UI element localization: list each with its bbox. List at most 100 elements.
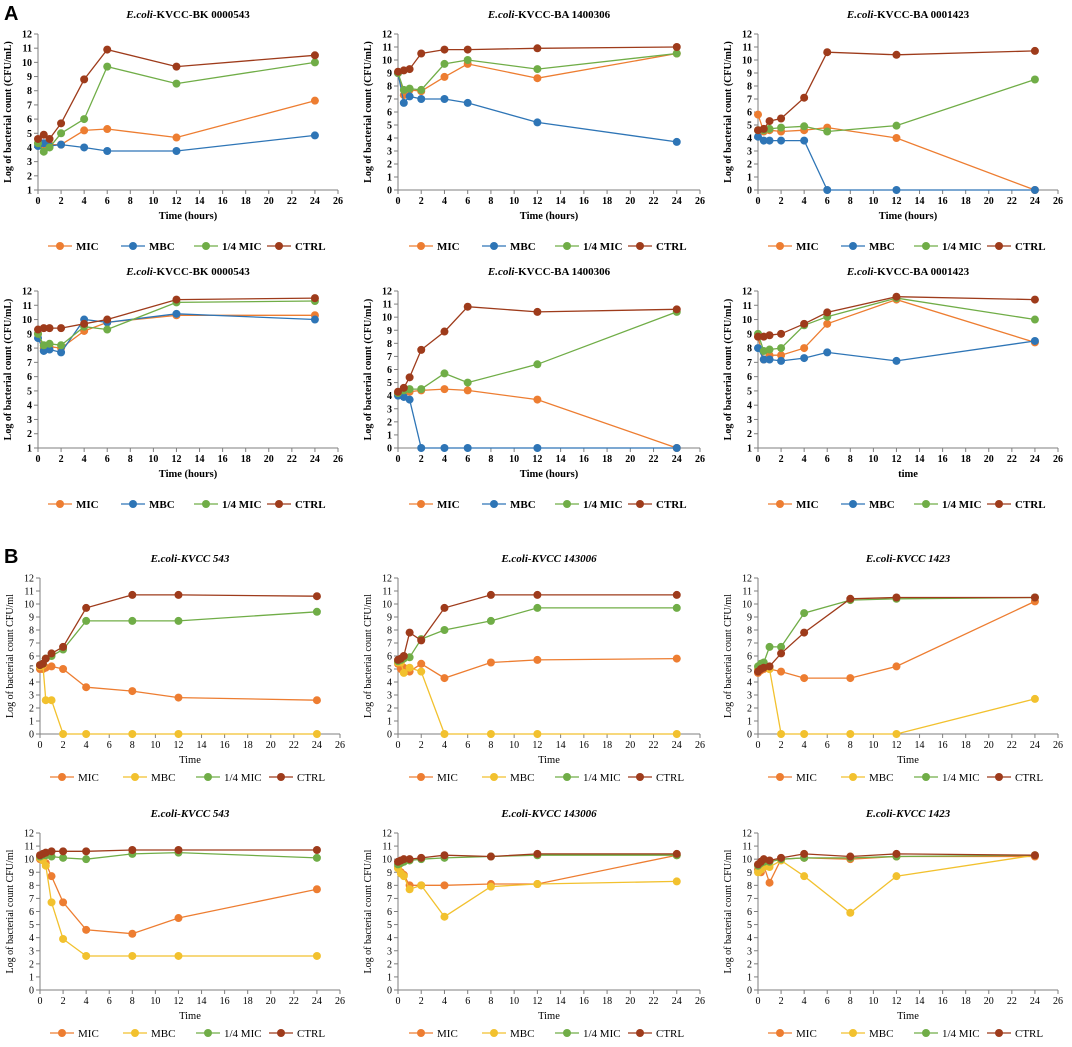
chart-title-id: 1423 [925, 553, 950, 565]
x-tick-label: 24 [1030, 996, 1040, 1007]
data-point-mbc [777, 136, 786, 145]
data-point-mbc [59, 730, 68, 738]
y-tick-label: 10 [22, 315, 32, 326]
y-axis-label: Log of bacterial count (CFU/mL) [363, 41, 374, 183]
data-point-ctrl [59, 847, 68, 856]
data-point-mic [174, 914, 183, 923]
legend-label: MBC [869, 499, 895, 511]
data-point-mbc [440, 730, 449, 738]
x-tick-label: 22 [1007, 454, 1017, 465]
y-tick-label: 1 [387, 972, 392, 983]
data-point-ctrl [310, 294, 319, 303]
data-point-mbc [672, 877, 681, 886]
y-tick-label: 1 [747, 972, 752, 983]
x-tick-label: 14 [915, 196, 925, 207]
x-tick-label: 24 [672, 996, 682, 1007]
data-point-ctrl [765, 662, 774, 671]
legend-label: MIC [437, 772, 458, 784]
legend-label: CTRL [656, 241, 687, 253]
data-point-mbc [310, 131, 319, 140]
y-tick-label: 3 [29, 946, 34, 957]
y-tick-label: 7 [747, 358, 752, 369]
data-point-mbc [405, 663, 414, 672]
y-tick-label: 1 [747, 717, 752, 728]
x-tick-label: 2 [59, 454, 64, 465]
data-point-mic [312, 885, 321, 894]
x-tick-label: 12 [891, 196, 901, 207]
data-point-mic [846, 674, 855, 683]
chart-title-id: KVCC-BA 0001423 [877, 266, 969, 278]
x-tick-label: 20 [984, 454, 994, 465]
data-point-1-4-mic [800, 609, 809, 618]
x-tick-label: 16 [218, 196, 228, 207]
data-point-ctrl [440, 603, 449, 612]
y-tick-label: 5 [387, 378, 392, 389]
x-tick-label: 0 [38, 996, 43, 1007]
x-tick-label: 6 [465, 196, 470, 207]
x-tick-label: 14 [197, 996, 207, 1007]
series-line-mbc [397, 72, 677, 143]
y-axis-label: Log of bacterial count (CFU/mL) [3, 299, 14, 441]
x-tick-label: 12 [171, 454, 181, 465]
legend-marker [776, 773, 784, 781]
legend-label: 1/4 MIC [942, 241, 981, 253]
data-point-mbc [846, 730, 855, 738]
data-point-1-4-mic [777, 642, 786, 651]
y-tick-label: 2 [29, 959, 34, 970]
y-tick-label: 9 [747, 329, 752, 340]
x-tick-label: 26 [695, 454, 705, 465]
legend-marker [849, 773, 857, 781]
data-point-1-4-mic [1030, 75, 1039, 84]
y-tick-label: 10 [24, 600, 34, 611]
x-tick-label: 2 [419, 996, 424, 1007]
data-point-ctrl [463, 302, 472, 311]
x-tick-label: 12 [173, 996, 183, 1007]
x-axis-label: Time (hours) [879, 211, 938, 222]
legend-label: MBC [510, 1028, 534, 1040]
x-tick-label: 20 [264, 454, 274, 465]
data-point-mbc [174, 730, 183, 738]
legend-marker [563, 242, 571, 250]
x-tick-label: 10 [868, 454, 878, 465]
x-tick-label: 10 [868, 740, 878, 751]
x-tick-label: 20 [625, 740, 635, 751]
x-tick-label: 24 [310, 454, 320, 465]
chart-title-id: KVCC-BA 0001423 [877, 9, 969, 21]
data-point-ctrl [765, 856, 774, 865]
x-tick-label: 22 [287, 196, 297, 207]
y-tick-label: 4 [747, 134, 752, 145]
y-tick-label: 2 [387, 704, 392, 715]
data-point-mbc [765, 136, 774, 145]
y-tick-label: 11 [24, 842, 34, 853]
x-tick-label: 4 [84, 996, 89, 1007]
data-point-mbc [312, 730, 321, 738]
data-point-mbc [800, 354, 809, 363]
data-point-mbc [172, 309, 181, 318]
data-point-mbc [533, 444, 542, 452]
series-line-mbc [39, 857, 317, 957]
x-tick-label: 20 [625, 996, 635, 1007]
y-tick-label: 4 [747, 933, 752, 944]
chart-title-strain: E.coli- [846, 266, 878, 278]
data-point-1-4-mic [440, 369, 449, 378]
x-tick-label: 24 [672, 196, 682, 207]
y-tick-label: 9 [387, 69, 392, 80]
x-tick-label: 22 [649, 196, 659, 207]
data-point-mbc [103, 147, 112, 155]
chart-title-id: KVCC-BK 0000543 [157, 266, 251, 278]
x-tick-label: 12 [891, 996, 901, 1007]
y-tick-label: 9 [29, 868, 34, 879]
data-point-mbc [440, 95, 449, 103]
x-tick-label: 18 [961, 196, 971, 207]
x-tick-label: 2 [779, 454, 784, 465]
x-tick-label: 4 [442, 454, 447, 465]
x-tick-label: 0 [396, 454, 401, 465]
y-tick-label: 6 [747, 108, 752, 119]
data-point-1-4-mic [82, 616, 91, 625]
y-tick-label: 9 [387, 326, 392, 337]
legend-label: 1/4 MIC [583, 241, 622, 253]
x-tick-label: 20 [625, 454, 635, 465]
y-tick-label: 10 [742, 600, 752, 611]
data-point-ctrl [394, 387, 402, 396]
x-tick-label: 26 [335, 740, 345, 751]
